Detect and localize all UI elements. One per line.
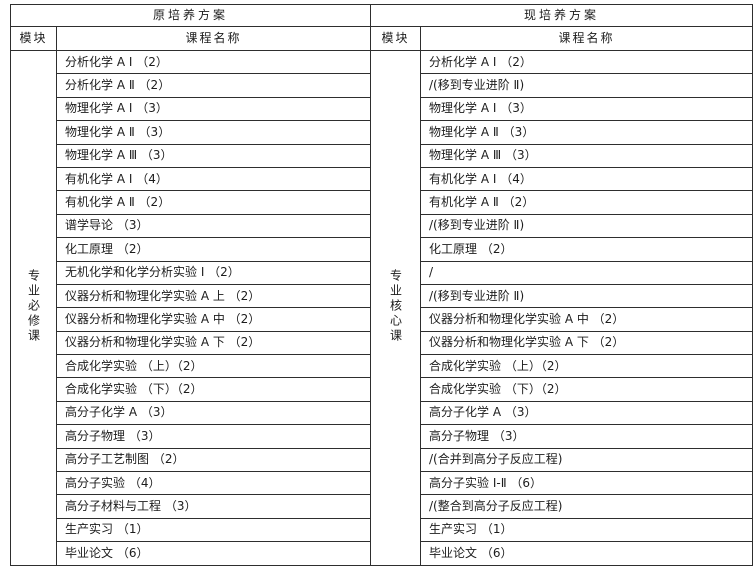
module-column-header-right: 模块: [370, 26, 422, 51]
course-cell-right: 有机化学 A Ⅱ （2）: [420, 190, 754, 215]
table-row: 谱学导论 （3） /(移到专业进阶 Ⅱ): [11, 213, 754, 239]
course-cell-right: 物理化学 A Ⅲ （3）: [420, 143, 754, 168]
table-row: 有机化学 A Ⅱ （2） 有机化学 A Ⅱ （2）: [11, 190, 754, 215]
course-cell-left: 高分子物理 （3）: [55, 424, 372, 449]
course-cell-left: 无机化学和化学分析实验 Ⅰ （2）: [55, 260, 372, 285]
table-row: 毕业论文 （6） 毕业论文 （6）: [11, 541, 754, 566]
course-cell-right: /(移到专业进阶 Ⅱ): [420, 283, 754, 309]
course-cell-left: 生产实习 （1）: [55, 517, 372, 543]
table-row: 专业必修课 分析化学 A Ⅰ （2） 专业核心课 分析化学 A Ⅰ （2）: [10, 49, 754, 566]
table-row: 高分子化学 A （3） 高分子化学 A （3）: [11, 400, 754, 426]
current-plan-header: 现培养方案: [370, 4, 754, 27]
course-cell-right: 化工原理 （2）: [420, 237, 754, 262]
course-cell-right: /: [420, 260, 754, 285]
course-cell-right: 合成化学实验 （上）（2）: [420, 354, 754, 379]
course-cell-right: 分析化学 A Ⅰ （2）: [420, 49, 754, 75]
course-cell-left: 有机化学 A Ⅰ （4）: [55, 166, 372, 192]
course-cell-left: 分析化学 A Ⅱ （2）: [55, 73, 372, 98]
course-cell-right: /(移到专业进阶 Ⅱ): [420, 213, 754, 239]
table-row: 有机化学 A Ⅰ （4） 有机化学 A Ⅰ （4）: [11, 166, 754, 192]
course-cell-left: 仪器分析和物理化学实验 A 中 （2）: [55, 307, 372, 332]
course-cell-left: 高分子实验 （4）: [55, 471, 372, 496]
table-row: 高分子材料与工程 （3） /(整合到高分子反应工程): [11, 494, 754, 519]
course-cell-left: 物理化学 A Ⅰ （3）: [55, 96, 372, 122]
course-cell-left: 高分子材料与工程 （3）: [55, 494, 372, 519]
course-cell-right: /(整合到高分子反应工程): [420, 494, 754, 519]
course-cell-left: 高分子工艺制图 （2）: [55, 447, 372, 473]
table-row: 生产实习 （1） 生产实习 （1）: [11, 517, 754, 543]
table-row: 高分子工艺制图 （2） /(合并到高分子反应工程): [11, 447, 754, 473]
course-cell-left: 仪器分析和物理化学实验 A 下 （2）: [55, 330, 372, 356]
course-cell-right: 生产实习 （1）: [420, 517, 754, 543]
course-cell-left: 物理化学 A Ⅱ （3）: [55, 120, 372, 145]
table-row: 仪器分析和物理化学实验 A 上 （2） /(移到专业进阶 Ⅱ): [11, 283, 754, 309]
table-row: 无机化学和化学分析实验 Ⅰ （2） /: [11, 260, 754, 285]
module-column-header-left: 模块: [10, 26, 57, 51]
course-cell-left: 合成化学实验 （下）（2）: [55, 377, 372, 402]
course-cell-left: 仪器分析和物理化学实验 A 上 （2）: [55, 283, 372, 309]
table-row: 高分子物理 （3） 高分子物理 （3）: [11, 424, 754, 449]
course-cell-right: 高分子物理 （3）: [420, 424, 754, 449]
course-cell-right: 仪器分析和物理化学实验 A 中 （2）: [420, 307, 754, 332]
course-cell-right: 高分子化学 A （3）: [420, 400, 754, 426]
table-row: 合成化学实验 （下）（2） 合成化学实验 （下）（2）: [11, 377, 754, 402]
table-row: 分析化学 A Ⅱ （2） /(移到专业进阶 Ⅱ): [11, 73, 754, 98]
course-cell-left: 毕业论文 （6）: [55, 541, 372, 566]
course-cell-right: /(合并到高分子反应工程): [420, 447, 754, 473]
course-column-header-left: 课程名称: [55, 26, 372, 51]
table-row: 高分子实验 （4） 高分子实验 Ⅰ-Ⅱ （6）: [11, 471, 754, 496]
course-cell-right: /(移到专业进阶 Ⅱ): [420, 73, 754, 98]
table-row: 物理化学 A Ⅲ （3） 物理化学 A Ⅲ （3）: [11, 143, 754, 168]
course-cell-right: 毕业论文 （6）: [420, 541, 754, 566]
course-cell-left: 物理化学 A Ⅲ （3）: [55, 143, 372, 168]
course-column-header-right: 课程名称: [420, 26, 754, 51]
right-module-label: 专业核心课: [388, 268, 403, 344]
course-cell-left: 谱学导论 （3）: [55, 213, 372, 239]
course-cell-right: 合成化学实验 （下）（2）: [420, 377, 754, 402]
curriculum-comparison-table: 原培养方案 现培养方案 模块 课程名称 模块 课程名称 专业必修课 分析化学 A…: [9, 4, 754, 566]
table-row: 合成化学实验 （上）（2） 合成化学实验 （上）（2）: [11, 354, 754, 379]
right-module-cell: 专业核心课: [370, 50, 422, 566]
table-row: 物理化学 A Ⅱ （3） 物理化学 A Ⅱ （3）: [11, 120, 754, 145]
table-row: 仪器分析和物理化学实验 A 中 （2） 仪器分析和物理化学实验 A 中 （2）: [11, 307, 754, 332]
course-cell-right: 物理化学 A Ⅱ （3）: [420, 120, 754, 145]
course-cell-right: 物理化学 A Ⅰ （3）: [420, 96, 754, 122]
course-cell-right: 有机化学 A Ⅰ （4）: [420, 166, 754, 192]
course-cell-right: 仪器分析和物理化学实验 A 下 （2）: [420, 330, 754, 356]
course-cell-left: 分析化学 A Ⅰ （2）: [55, 49, 372, 75]
course-cell-left: 有机化学 A Ⅱ （2）: [55, 190, 372, 215]
left-module-cell: 专业必修课: [10, 50, 57, 566]
left-module-label: 专业必修课: [26, 268, 41, 344]
original-plan-header: 原培养方案: [9, 4, 372, 27]
course-cell-left: 高分子化学 A （3）: [55, 400, 372, 426]
course-cell-left: 合成化学实验 （上）（2）: [55, 354, 372, 379]
table-row: 仪器分析和物理化学实验 A 下 （2） 仪器分析和物理化学实验 A 下 （2）: [11, 330, 754, 356]
table-row: 化工原理 （2） 化工原理 （2）: [11, 237, 754, 262]
course-cell-left: 化工原理 （2）: [55, 237, 372, 262]
course-cell-right: 高分子实验 Ⅰ-Ⅱ （6）: [420, 471, 754, 496]
